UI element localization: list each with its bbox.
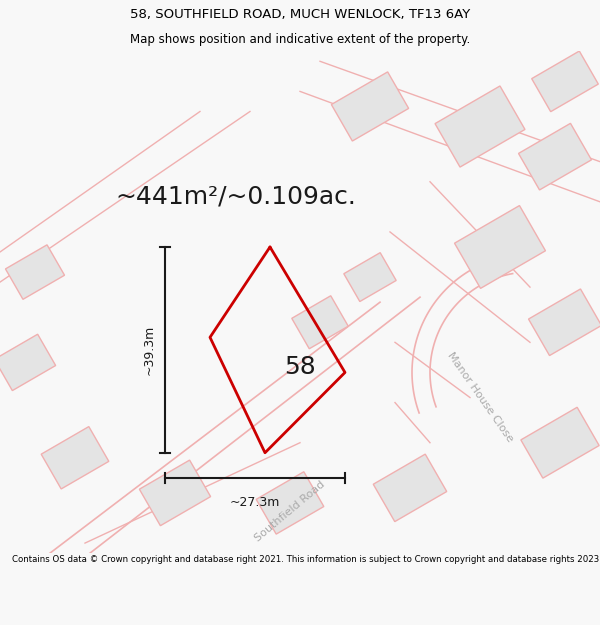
Polygon shape <box>5 245 65 299</box>
Text: 58: 58 <box>284 356 316 379</box>
Polygon shape <box>373 454 447 522</box>
Polygon shape <box>455 206 545 288</box>
Polygon shape <box>292 296 348 349</box>
Text: ~39.3m: ~39.3m <box>143 325 155 375</box>
Text: ~27.3m: ~27.3m <box>230 496 280 509</box>
Polygon shape <box>518 123 592 190</box>
Text: Manor House Close: Manor House Close <box>445 351 515 444</box>
Text: 58, SOUTHFIELD ROAD, MUCH WENLOCK, TF13 6AY: 58, SOUTHFIELD ROAD, MUCH WENLOCK, TF13 … <box>130 8 470 21</box>
Polygon shape <box>435 86 525 167</box>
Polygon shape <box>41 427 109 489</box>
Polygon shape <box>532 51 598 112</box>
Text: Southfield Road: Southfield Road <box>253 479 327 543</box>
Polygon shape <box>344 253 396 301</box>
Polygon shape <box>529 289 600 356</box>
Polygon shape <box>139 460 211 526</box>
Polygon shape <box>256 472 324 534</box>
Text: Map shows position and indicative extent of the property.: Map shows position and indicative extent… <box>130 33 470 46</box>
Polygon shape <box>331 72 409 141</box>
Polygon shape <box>0 334 56 391</box>
Text: Contains OS data © Crown copyright and database right 2021. This information is : Contains OS data © Crown copyright and d… <box>12 554 600 564</box>
Polygon shape <box>521 408 599 478</box>
Text: ~441m²/~0.109ac.: ~441m²/~0.109ac. <box>115 185 356 209</box>
